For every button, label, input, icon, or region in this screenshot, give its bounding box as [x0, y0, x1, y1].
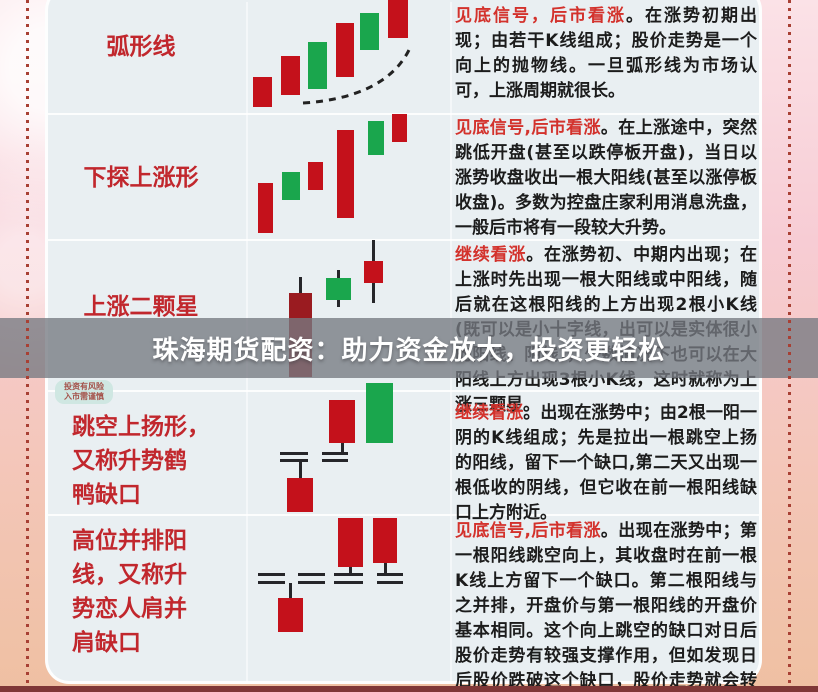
right-dotted-border [788, 0, 791, 686]
pattern-name-gap-up: 跳空上扬形， 又称升势鹤 鸭缺口 [72, 414, 210, 508]
left-dotted-border [26, 0, 29, 686]
candle-red [308, 162, 323, 190]
candle-wick [349, 567, 352, 575]
watermark-band [0, 318, 818, 378]
row-separator [48, 390, 759, 392]
pattern-name-arc-line: 弧形线 [106, 34, 176, 60]
gap-mark [334, 581, 363, 584]
signal-text: 见底信号,后市看涨 [455, 521, 601, 541]
candle-wick [299, 277, 302, 293]
gap-mark [377, 581, 403, 584]
row-separator [48, 239, 759, 241]
gap-mark [258, 581, 285, 584]
gap-mark [298, 581, 325, 584]
candle-wick [383, 563, 387, 574]
candle-red [337, 130, 354, 218]
description-text: 。在涨势初期出现；由若干K线组成；股价走势是一个向上的抛物线。一旦弧形线为市场认… [455, 6, 757, 101]
candle-green [368, 121, 384, 155]
gap-mark [322, 459, 348, 462]
candle-red [329, 400, 355, 443]
candle-wick [340, 443, 344, 453]
pattern-name-parallel-yang: 高位并排阳 线，又称升 势恋人肩并 肩缺口 [72, 528, 187, 656]
candle-wick [372, 240, 375, 261]
gap-mark [280, 459, 308, 462]
signal-text: 继续看涨 [455, 245, 527, 265]
pattern-name-dip-rise: 下探上涨形 [83, 165, 199, 191]
bottom-strip [0, 686, 818, 692]
candle-red [281, 56, 300, 95]
candle-red [392, 114, 407, 142]
description-text: 。出现在涨势中；由2根一阳一阴的K线组成；先是拉出一根跳空上扬的阳线，留下一个缺… [455, 403, 758, 523]
signal-text: 继续看涨 [455, 403, 524, 423]
gap-mark [322, 452, 348, 455]
pattern-description: 见底信号，后市看涨。在涨势初期出现；由若干K线组成；股价走势是一个向上的抛物线。… [455, 4, 757, 104]
candle-red [338, 518, 363, 567]
pattern-description: 继续看涨。出现在涨势中；由2根一阳一阴的K线组成；先是拉出一根跳空上扬的阳线，留… [455, 401, 757, 526]
candle-green [360, 13, 379, 50]
candle-wick [298, 462, 302, 478]
gap-mark [280, 452, 308, 455]
candle-green [326, 278, 351, 300]
watermark-text: 珠海期货配资：助力资金放大，投资更轻松 [152, 336, 666, 366]
candle-red [258, 183, 273, 233]
risk-disclaimer-badge: 投资有风险 入市需谨慎 [55, 380, 113, 404]
candle-wick [337, 300, 340, 307]
candle-red [336, 23, 354, 77]
pattern-description: 见底信号,后市看涨。在上涨途中，突然跳低开盘(甚至以跌停板开盘)，当日以涨势收盘… [455, 116, 757, 241]
signal-text: 见底信号，后市看涨 [455, 6, 626, 26]
row-separator [48, 514, 759, 516]
candle-green [282, 172, 300, 200]
candle-wick [372, 283, 375, 303]
candle-red [373, 518, 397, 563]
pattern-name-two-stars: 上涨二颗星 [83, 294, 199, 320]
gap-mark [298, 573, 325, 576]
gap-mark [258, 573, 285, 576]
candle-red [287, 478, 313, 512]
candle-red [388, 0, 408, 38]
risk-disclaimer-line1: 投资有风险 [64, 382, 104, 391]
candle-green [366, 383, 393, 443]
description-text: 。在上涨途中，突然跳低开盘(甚至以跌停板开盘)，当日以涨势收盘收出一根大阳线(甚… [455, 118, 757, 238]
candle-green [308, 42, 327, 89]
signal-text: 见底信号,后市看涨 [455, 118, 601, 138]
gap-mark [334, 573, 363, 576]
candle-red [364, 261, 383, 283]
candle-red [253, 77, 272, 107]
candle-red [278, 598, 303, 632]
candle-wick [337, 270, 340, 278]
candle-wick [289, 583, 292, 598]
risk-disclaimer-line2: 入市需谨慎 [64, 392, 104, 401]
gap-mark [377, 573, 403, 576]
